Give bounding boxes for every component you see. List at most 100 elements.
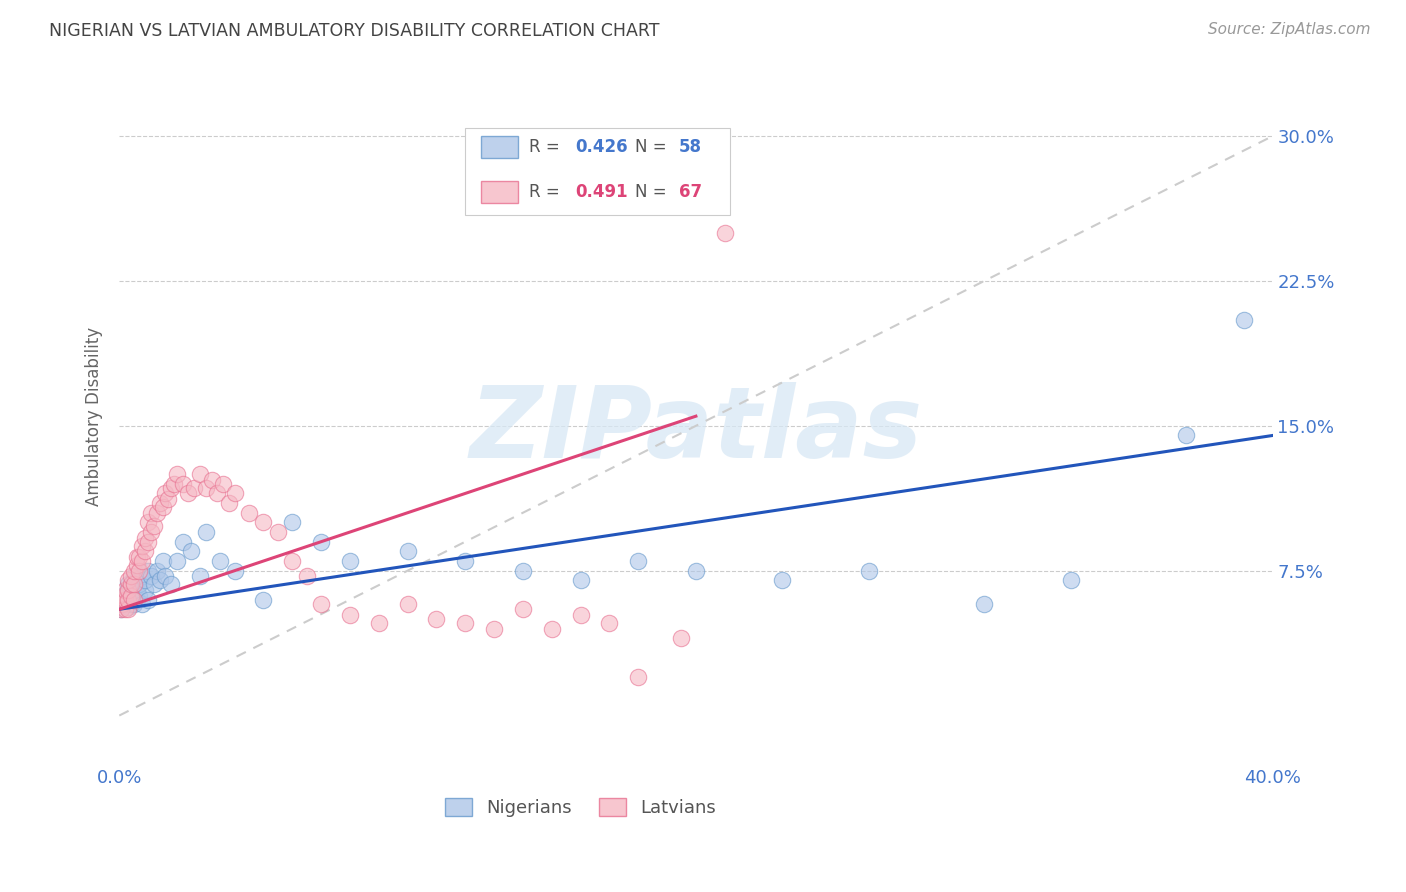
Point bbox=[125, 558, 148, 572]
Text: NIGERIAN VS LATVIAN AMBULATORY DISABILITY CORRELATION CHART: NIGERIAN VS LATVIAN AMBULATORY DISABILIT… bbox=[49, 22, 659, 40]
Point bbox=[120, 589, 142, 603]
Text: 67: 67 bbox=[679, 183, 702, 202]
Point bbox=[128, 577, 150, 591]
Point bbox=[267, 524, 290, 539]
Point bbox=[627, 670, 650, 684]
Point bbox=[339, 554, 361, 568]
Point bbox=[136, 592, 159, 607]
FancyBboxPatch shape bbox=[481, 136, 519, 158]
Point bbox=[139, 506, 162, 520]
Point bbox=[117, 574, 139, 588]
Point bbox=[454, 554, 477, 568]
Point bbox=[1175, 428, 1198, 442]
Point bbox=[671, 632, 693, 646]
Point bbox=[166, 554, 188, 568]
Point bbox=[120, 577, 142, 591]
Point bbox=[425, 612, 447, 626]
Point bbox=[157, 492, 180, 507]
Point bbox=[209, 554, 232, 568]
Point bbox=[131, 569, 153, 583]
Point bbox=[125, 574, 148, 588]
Point bbox=[120, 569, 142, 583]
Point bbox=[309, 534, 332, 549]
Point bbox=[114, 602, 136, 616]
Point bbox=[200, 473, 222, 487]
Point bbox=[122, 569, 145, 583]
Point bbox=[155, 486, 177, 500]
FancyBboxPatch shape bbox=[465, 128, 731, 215]
Text: R =: R = bbox=[529, 183, 565, 202]
Point bbox=[128, 550, 150, 565]
Text: N =: N = bbox=[634, 183, 672, 202]
Point bbox=[212, 476, 235, 491]
Point bbox=[122, 587, 145, 601]
Text: 0.426: 0.426 bbox=[575, 138, 627, 156]
Point bbox=[111, 592, 134, 607]
Point bbox=[149, 496, 172, 510]
Point bbox=[160, 577, 183, 591]
Point bbox=[512, 602, 534, 616]
Point bbox=[177, 486, 200, 500]
Point bbox=[134, 531, 156, 545]
Point bbox=[134, 582, 156, 597]
Point bbox=[172, 534, 194, 549]
Point bbox=[188, 467, 211, 482]
FancyBboxPatch shape bbox=[481, 181, 519, 203]
Point bbox=[281, 554, 304, 568]
Point bbox=[114, 589, 136, 603]
Point bbox=[218, 496, 240, 510]
Point bbox=[114, 592, 136, 607]
Point bbox=[136, 516, 159, 530]
Point bbox=[685, 564, 707, 578]
Point bbox=[114, 582, 136, 597]
Point bbox=[713, 226, 735, 240]
Point bbox=[858, 564, 880, 578]
Point bbox=[111, 592, 134, 607]
Text: 58: 58 bbox=[679, 138, 702, 156]
Point bbox=[973, 597, 995, 611]
Text: R =: R = bbox=[529, 138, 565, 156]
Point bbox=[117, 600, 139, 615]
Point bbox=[120, 597, 142, 611]
Point bbox=[149, 574, 172, 588]
Point bbox=[145, 506, 167, 520]
Text: 0.491: 0.491 bbox=[575, 183, 627, 202]
Point bbox=[224, 486, 246, 500]
Point bbox=[1060, 574, 1083, 588]
Point bbox=[238, 506, 260, 520]
Point bbox=[252, 592, 274, 607]
Point bbox=[152, 500, 174, 514]
Y-axis label: Ambulatory Disability: Ambulatory Disability bbox=[86, 326, 103, 506]
Point bbox=[120, 577, 142, 591]
Point bbox=[188, 569, 211, 583]
Point bbox=[110, 602, 132, 616]
Point bbox=[396, 597, 419, 611]
Point bbox=[125, 582, 148, 597]
Legend: Nigerians, Latvians: Nigerians, Latvians bbox=[437, 790, 724, 824]
Point bbox=[194, 481, 217, 495]
Point bbox=[172, 476, 194, 491]
Point bbox=[122, 577, 145, 591]
Point bbox=[367, 615, 389, 630]
Point bbox=[110, 602, 132, 616]
Point bbox=[163, 476, 186, 491]
Point bbox=[183, 481, 205, 495]
Point bbox=[128, 589, 150, 603]
Point bbox=[136, 564, 159, 578]
Point bbox=[770, 574, 793, 588]
Point bbox=[142, 577, 165, 591]
Point bbox=[142, 519, 165, 533]
Point bbox=[117, 592, 139, 607]
Point bbox=[194, 524, 217, 539]
Point bbox=[1233, 312, 1256, 326]
Point bbox=[627, 554, 650, 568]
Point bbox=[569, 574, 592, 588]
Point bbox=[396, 544, 419, 558]
Point bbox=[309, 597, 332, 611]
Point bbox=[131, 597, 153, 611]
Point bbox=[122, 592, 145, 607]
Point bbox=[281, 516, 304, 530]
Point bbox=[122, 564, 145, 578]
Point bbox=[454, 615, 477, 630]
Text: N =: N = bbox=[634, 138, 672, 156]
